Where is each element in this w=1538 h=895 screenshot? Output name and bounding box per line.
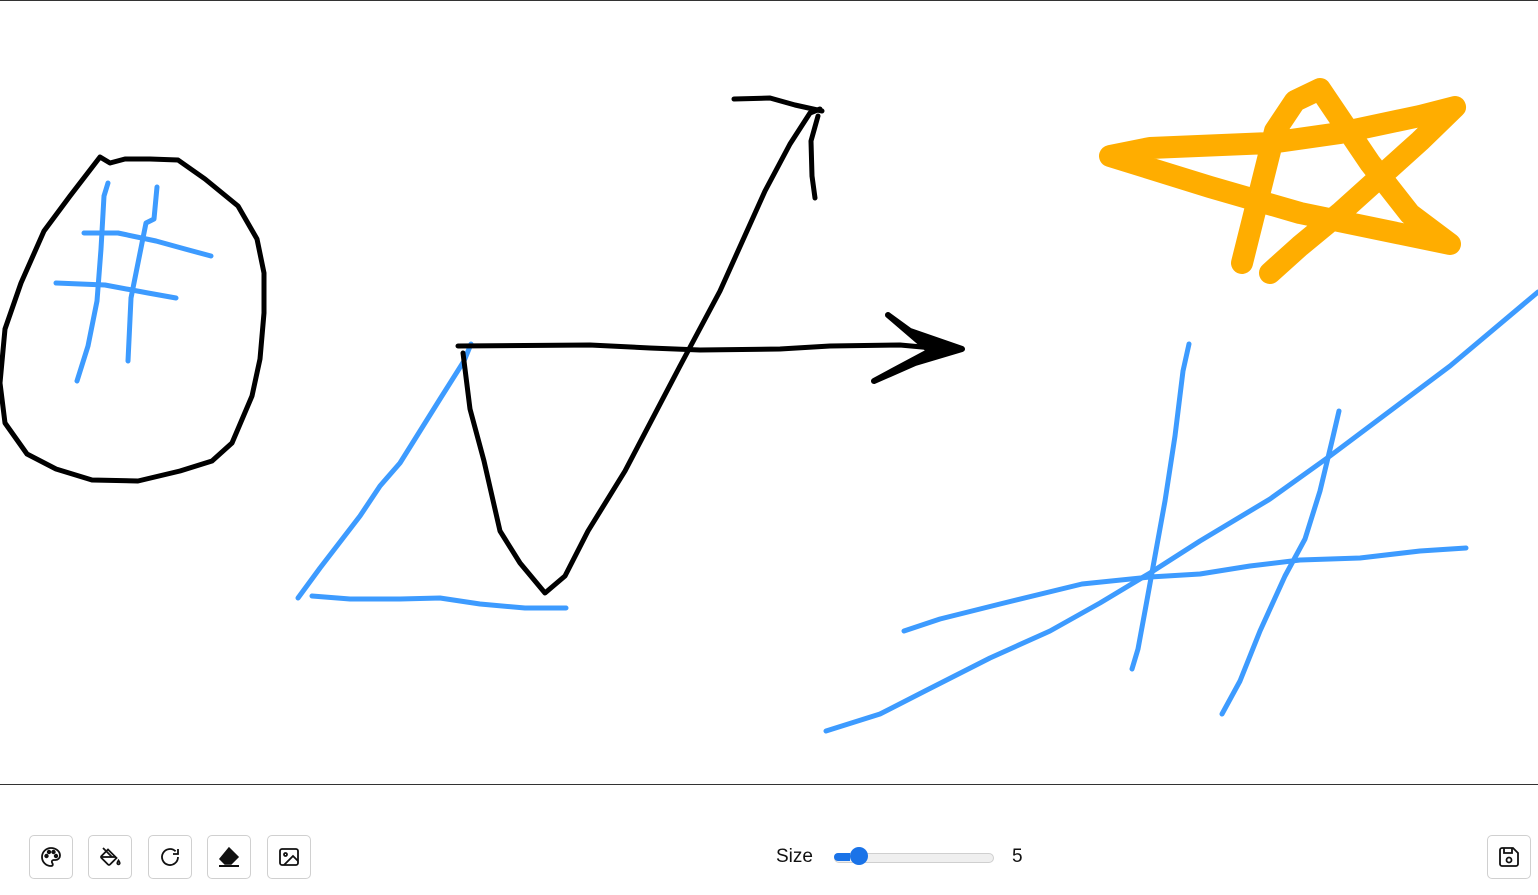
drawing-canvas[interactable] xyxy=(0,0,1538,785)
horizontal-arrow-shaft xyxy=(455,342,958,353)
size-control: Size 5 xyxy=(776,843,1023,871)
size-slider[interactable] xyxy=(834,847,994,865)
image-button[interactable] xyxy=(267,835,311,879)
eraser-icon xyxy=(218,846,240,867)
hash-line-h1 xyxy=(81,230,214,259)
network-line-v2 xyxy=(1219,408,1342,717)
palette-icon xyxy=(41,847,61,867)
slider-thumb[interactable] xyxy=(850,847,868,865)
check-arrow-stroke xyxy=(460,106,823,596)
save-icon xyxy=(1499,847,1519,867)
triangle-base xyxy=(309,593,569,611)
triangle-stroke xyxy=(295,341,474,601)
image-icon xyxy=(279,848,299,866)
hash-line-v1 xyxy=(74,180,111,384)
hash-line-h2 xyxy=(53,280,179,301)
arrowhead-top-right xyxy=(808,113,821,201)
star-stroke xyxy=(1099,78,1466,284)
arrowhead-top-left xyxy=(731,95,825,114)
fill-button[interactable] xyxy=(88,835,132,879)
redo-button[interactable] xyxy=(148,835,192,879)
color-picker-button[interactable] xyxy=(29,835,73,879)
network-line-v1 xyxy=(1129,341,1192,672)
hash-line-v2 xyxy=(125,184,160,364)
network-line-flat xyxy=(901,545,1469,634)
ellipse-stroke xyxy=(0,154,267,484)
save-button[interactable] xyxy=(1487,835,1531,879)
redo-icon xyxy=(161,848,179,866)
bottom-toolbar: Size 5 xyxy=(0,786,1538,895)
horizontal-arrowhead xyxy=(871,312,965,384)
paint-bucket-icon xyxy=(100,847,121,866)
size-label: Size xyxy=(776,846,813,867)
size-value: 5 xyxy=(1012,846,1023,867)
eraser-button[interactable] xyxy=(207,835,251,879)
